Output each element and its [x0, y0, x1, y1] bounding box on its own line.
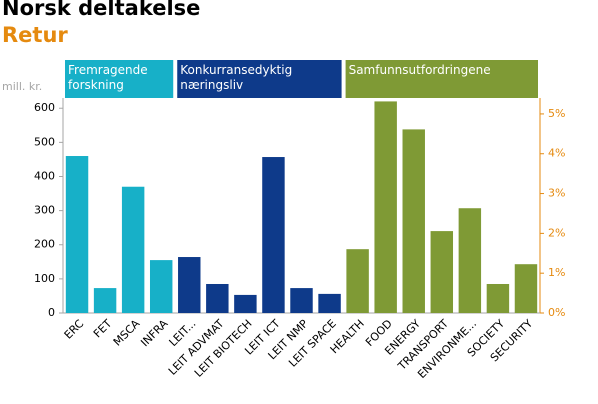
group-header — [65, 60, 174, 98]
group-label: Samfunnsutfordringene — [349, 63, 491, 77]
y-axis-label: mill. kr. — [2, 80, 42, 93]
y2-tick-label: 5% — [548, 107, 565, 120]
x-tick-label: MSCA — [111, 317, 143, 349]
y-tick-label: 400 — [34, 169, 55, 182]
y-tick-label: 500 — [34, 135, 55, 148]
y2-tick-label: 3% — [548, 187, 565, 200]
x-tick-label: FET — [91, 317, 115, 341]
y-tick-label: 200 — [34, 238, 55, 251]
y-tick-label: 300 — [34, 204, 55, 217]
y2-tick-label: 2% — [548, 226, 565, 239]
bar — [206, 283, 229, 313]
y-tick-label: 100 — [34, 272, 55, 285]
bar — [318, 293, 341, 313]
group-header — [345, 60, 538, 98]
chart-subtitle: Retur — [2, 23, 68, 47]
group-header — [177, 60, 342, 98]
group-label: Konkurransedyktig næringsliv — [180, 63, 292, 92]
bar — [514, 264, 538, 313]
bar — [262, 157, 285, 313]
bar — [458, 208, 482, 313]
bar — [121, 186, 145, 313]
group-label: Fremragende forskning — [68, 63, 148, 92]
bar — [430, 231, 454, 313]
bar — [374, 101, 397, 314]
bar — [65, 156, 89, 313]
bar — [402, 129, 425, 313]
bar — [346, 249, 369, 313]
bar — [93, 288, 117, 313]
chart-title: Norsk deltakelse — [2, 0, 200, 20]
x-tick-label: INFRA — [138, 317, 171, 350]
y2-tick-label: 1% — [548, 266, 565, 279]
y-tick-label: 600 — [34, 101, 55, 114]
y-tick-label: 0 — [48, 306, 55, 319]
bar — [149, 260, 173, 313]
x-tick-label: ERC — [62, 317, 87, 342]
bar — [234, 294, 257, 313]
y2-tick-label: 4% — [548, 147, 565, 160]
bar — [290, 288, 313, 313]
bar — [178, 257, 201, 313]
y2-tick-label: 0% — [548, 306, 565, 319]
bar — [486, 283, 510, 313]
